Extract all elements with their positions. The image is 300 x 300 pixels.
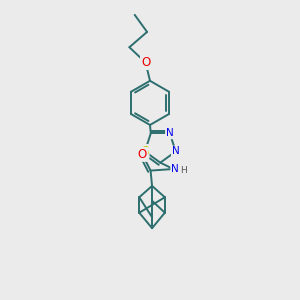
Text: O: O bbox=[141, 56, 150, 69]
Text: S: S bbox=[141, 145, 148, 158]
Text: O: O bbox=[138, 148, 147, 161]
Text: N: N bbox=[171, 164, 179, 174]
Text: N: N bbox=[166, 128, 174, 138]
Text: N: N bbox=[172, 146, 180, 157]
Text: H: H bbox=[181, 166, 187, 175]
